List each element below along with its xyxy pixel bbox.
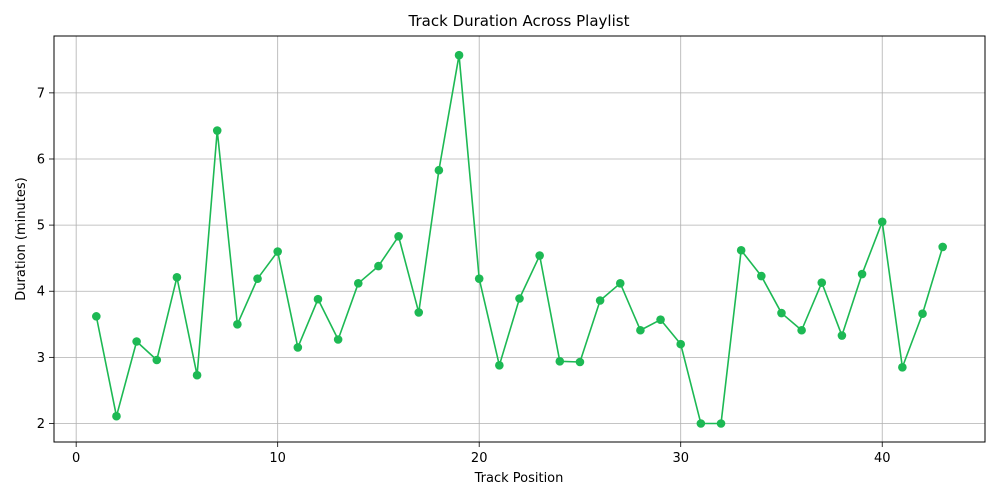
x-tick-label: 40	[874, 451, 891, 466]
data-point	[636, 325, 645, 335]
data-point	[595, 296, 605, 305]
series-layer	[92, 50, 947, 428]
data-point	[736, 245, 746, 255]
y-tick-label: 7	[37, 86, 45, 101]
x-tick-label: 10	[269, 451, 286, 466]
y-tick-label: 3	[37, 351, 45, 366]
data-point	[112, 411, 121, 421]
data-point	[777, 308, 786, 318]
data-point	[152, 355, 162, 365]
data-point	[353, 279, 363, 288]
data-point	[656, 315, 665, 324]
data-point	[877, 217, 887, 227]
data-point	[918, 309, 927, 319]
data-point	[253, 274, 262, 283]
data-point	[192, 370, 202, 380]
data-point	[414, 308, 424, 317]
data-point	[172, 273, 182, 282]
data-point	[132, 337, 141, 346]
data-point	[676, 339, 686, 349]
data-point	[696, 419, 706, 428]
data-point	[434, 165, 444, 175]
data-point	[716, 419, 726, 428]
data-point	[394, 232, 403, 241]
data-point	[535, 251, 544, 260]
data-point	[515, 294, 524, 303]
data-point	[615, 279, 625, 288]
plot-frame	[53, 35, 986, 443]
x-axis-ticks: 0 10 20 30 40	[72, 442, 891, 466]
y-axis-title: Duration (minutes)	[14, 177, 29, 300]
data-point	[857, 269, 867, 279]
data-point	[837, 331, 847, 340]
data-point	[273, 247, 282, 256]
data-point	[454, 50, 464, 60]
y-tick-label: 6	[37, 152, 45, 167]
x-tick-label: 20	[471, 451, 488, 466]
data-point	[898, 362, 907, 372]
data-point	[374, 261, 383, 271]
y-axis-ticks: 2 3 4 5 6 7	[37, 86, 54, 432]
data-point	[92, 312, 101, 321]
data-point	[555, 357, 565, 366]
data-point	[938, 242, 947, 252]
grid-lines	[54, 36, 985, 442]
chart-title: Track Duration Across Playlist	[408, 12, 630, 30]
data-point	[575, 357, 585, 367]
data-point	[474, 274, 484, 283]
y-tick-label: 2	[37, 417, 45, 432]
y-tick-label: 4	[37, 285, 45, 300]
x-tick-label: 30	[672, 451, 689, 466]
data-point	[757, 271, 766, 281]
x-axis-title: Track Position	[474, 471, 564, 486]
data-point	[817, 278, 827, 287]
data-point	[333, 335, 343, 344]
data-point	[797, 325, 806, 335]
data-point	[233, 320, 242, 329]
x-tick-label: 0	[72, 451, 80, 466]
y-tick-label: 5	[37, 219, 45, 234]
data-point	[212, 126, 222, 135]
data-point	[293, 343, 303, 352]
data-point	[313, 294, 323, 304]
data-point	[495, 361, 504, 370]
